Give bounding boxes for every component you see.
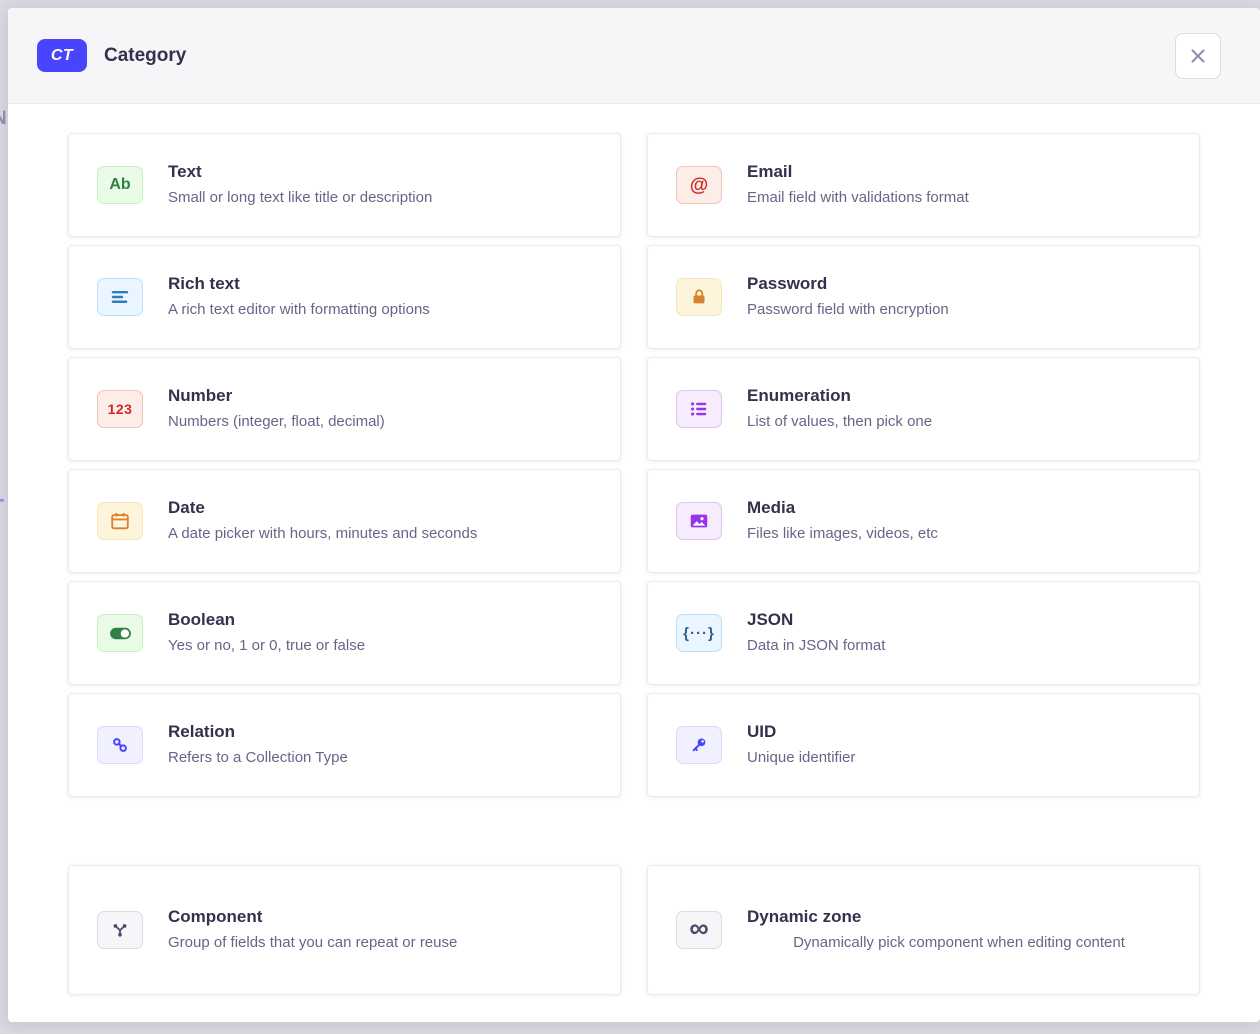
- modal-header: CT Category: [8, 8, 1260, 104]
- field-card-relation[interactable]: Relation Refers to a Collection Type: [68, 693, 621, 797]
- key-icon: [689, 735, 709, 755]
- field-card-enumeration[interactable]: Enumeration List of values, then pick on…: [647, 357, 1200, 461]
- field-card-richtext[interactable]: Rich text A rich text editor with format…: [68, 245, 621, 349]
- field-card-date[interactable]: Date A date picker with hours, minutes a…: [68, 469, 621, 573]
- field-description: Dynamically pick component when editing …: [793, 933, 1125, 951]
- field-icon-tile: [676, 278, 722, 316]
- lock-icon: [689, 287, 709, 307]
- field-icon-tile: [97, 278, 143, 316]
- field-card-email[interactable]: @ Email Email field with validations for…: [647, 133, 1200, 237]
- field-icon-tile: [97, 911, 143, 949]
- close-icon: [1187, 45, 1209, 67]
- field-title: UID: [747, 721, 777, 741]
- field-card-number[interactable]: 123 Number Numbers (integer, float, deci…: [68, 357, 621, 461]
- field-description: Files like images, videos, etc: [747, 524, 938, 542]
- field-description: Password field with encryption: [747, 300, 949, 318]
- field-description: List of values, then pick one: [747, 412, 933, 430]
- field-type-list: Ab Text Small or long text like title or…: [8, 104, 1260, 1022]
- close-button[interactable]: [1175, 32, 1221, 79]
- field-description: Refers to a Collection Type: [168, 748, 348, 766]
- background-plus-fragment: +: [0, 488, 5, 514]
- field-card-media[interactable]: Media Files like images, videos, etc: [647, 469, 1200, 573]
- field-card-component[interactable]: Component Group of fields that you can r…: [68, 865, 621, 995]
- number-123-icon: 123: [107, 401, 133, 417]
- field-title: Dynamic zone: [747, 906, 862, 926]
- field-icon-tile: [97, 502, 143, 540]
- select-field-modal: CT Category Ab Text Small or long text l…: [8, 8, 1260, 1022]
- field-card-password[interactable]: Password Password field with encryption: [647, 245, 1200, 349]
- field-icon-tile: [676, 502, 722, 540]
- bullet-list-icon: [688, 398, 710, 420]
- field-icon-tile: ∞: [676, 911, 722, 949]
- field-description: Numbers (integer, float, decimal): [168, 412, 385, 430]
- default-fields-grid: Ab Text Small or long text like title or…: [68, 133, 1200, 797]
- field-card-text[interactable]: Ab Text Small or long text like title or…: [68, 133, 621, 237]
- advanced-fields-grid: Component Group of fields that you can r…: [68, 865, 1200, 995]
- field-title: Boolean: [168, 609, 236, 629]
- field-title: Number: [168, 385, 233, 405]
- field-title: Email: [747, 161, 793, 181]
- field-description: A date picker with hours, minutes and se…: [168, 524, 478, 542]
- calendar-icon: [109, 510, 131, 532]
- json-braces-icon: {···}: [683, 624, 715, 642]
- field-title: JSON: [747, 609, 794, 629]
- field-title: Rich text: [168, 273, 240, 293]
- field-icon-tile: Ab: [97, 166, 143, 204]
- field-icon-tile: [676, 390, 722, 428]
- field-card-uid[interactable]: UID Unique identifier: [647, 693, 1200, 797]
- chain-link-icon: [110, 735, 130, 755]
- field-title: Enumeration: [747, 385, 851, 405]
- field-description: Email field with validations format: [747, 188, 969, 206]
- field-title: Media: [747, 497, 796, 517]
- background-text-fragment: N: [0, 108, 7, 130]
- field-icon-tile: @: [676, 166, 722, 204]
- field-card-boolean[interactable]: Boolean Yes or no, 1 or 0, true or false: [68, 581, 621, 685]
- field-icon-tile: [97, 614, 143, 652]
- field-description: Unique identifier: [747, 748, 856, 766]
- field-icon-tile: {···}: [676, 614, 722, 652]
- field-description: Group of fields that you can repeat or r…: [168, 933, 458, 951]
- field-description: Yes or no, 1 or 0, true or false: [168, 636, 366, 654]
- toggle-on-icon: [108, 621, 133, 646]
- infinity-icon: ∞: [689, 913, 709, 943]
- field-title: Password: [747, 273, 828, 293]
- richtext-lines-icon: [109, 286, 131, 308]
- field-icon-tile: 123: [97, 390, 143, 428]
- field-card-json[interactable]: {···} JSON Data in JSON format: [647, 581, 1200, 685]
- field-description: Small or long text like title or descrip…: [168, 188, 433, 206]
- field-icon-tile: [97, 726, 143, 764]
- field-title: Text: [168, 161, 202, 181]
- content-type-badge: CT: [37, 39, 87, 72]
- branch-icon: [109, 919, 131, 941]
- field-card-dynamiczone[interactable]: ∞ Dynamic zone Dynamically pick componen…: [647, 865, 1200, 995]
- modal-title: Category: [104, 44, 187, 66]
- field-description: Data in JSON format: [747, 636, 886, 654]
- ab-text-icon: Ab: [109, 176, 131, 193]
- at-sign-icon: @: [689, 174, 709, 196]
- field-description: A rich text editor with formatting optio…: [168, 300, 430, 318]
- field-icon-tile: [676, 726, 722, 764]
- field-title: Component: [168, 906, 263, 926]
- field-title: Relation: [168, 721, 236, 741]
- picture-icon: [688, 510, 710, 532]
- field-title: Date: [168, 497, 205, 517]
